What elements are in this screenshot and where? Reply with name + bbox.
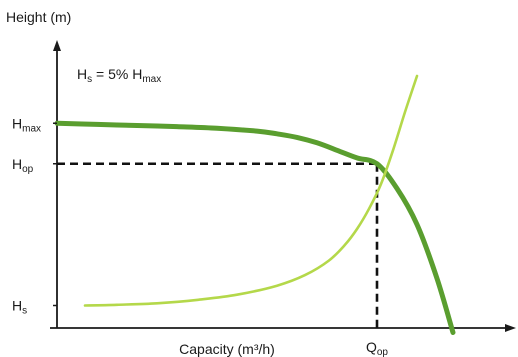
annotation-suffix-sub: max xyxy=(142,74,161,85)
axes xyxy=(50,40,516,332)
y-tick-label-h-s: Hs xyxy=(12,298,27,317)
curves xyxy=(54,74,456,335)
operating-point-guides xyxy=(57,162,379,328)
hs-annotation: Hs = 5% Hmax xyxy=(77,66,161,85)
pump-curve-line xyxy=(54,120,456,335)
y-tick-label-h-op: Hop xyxy=(12,156,34,175)
annotation-prefix-sub: s xyxy=(87,74,92,85)
x-axis-arrow-icon xyxy=(505,324,516,332)
annotation-prefix: H xyxy=(77,66,87,82)
tick-labels: Hmax Hop Hs Qop xyxy=(12,115,388,357)
annotation-equals: = 5% H xyxy=(92,66,142,82)
y-axis-arrow-icon xyxy=(53,40,61,51)
x-axis-label: Capacity (m³/h) xyxy=(179,341,275,357)
y-axis-label: Height (m) xyxy=(6,9,71,25)
x-tick-label-q-op: Qop xyxy=(366,339,388,357)
y-tick-label-h-max: Hmax xyxy=(12,115,41,134)
system-curve-line xyxy=(83,74,419,307)
